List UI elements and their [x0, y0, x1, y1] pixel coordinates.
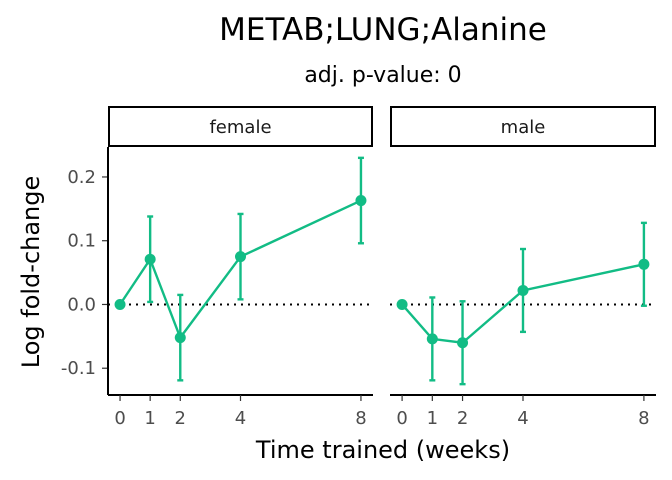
- y-tick-label: 0.1: [67, 231, 96, 252]
- x-tick-label: 2: [175, 408, 186, 429]
- x-tick-label: 0: [396, 408, 407, 429]
- data-point: [638, 258, 650, 270]
- y-tick-label: 0.2: [67, 167, 96, 188]
- data-point: [457, 337, 469, 349]
- facet-strip-label: female: [209, 117, 271, 138]
- data-point: [355, 195, 367, 207]
- y-tick-label: 0.0: [67, 294, 96, 315]
- facet-strip-label: male: [501, 117, 546, 138]
- data-point: [426, 333, 438, 345]
- x-tick-label: 0: [114, 408, 125, 429]
- facet-panel-male: male 0 1 2 4 8: [390, 106, 656, 429]
- facet-strip: [108, 106, 373, 147]
- data-point: [114, 298, 126, 310]
- x-tick-label: 8: [638, 408, 649, 429]
- x-tick-label: 1: [427, 408, 438, 429]
- data-point: [174, 332, 186, 344]
- facet-panel-female: female 0 1 2 4 8: [107, 106, 373, 429]
- data-point: [517, 284, 529, 296]
- data-point: [396, 298, 408, 310]
- y-axis-title: Log fold-change: [17, 176, 45, 369]
- x-tick-label: 4: [235, 408, 246, 429]
- x-axis-title: Time trained (weeks): [255, 436, 510, 464]
- x-tick-label: 4: [517, 408, 528, 429]
- chart-title: METAB;LUNG;Alanine: [219, 12, 547, 48]
- data-point: [144, 253, 156, 265]
- x-tick-label: 8: [355, 408, 366, 429]
- data-point: [235, 251, 246, 263]
- y-tick-label: -0.1: [61, 358, 96, 379]
- x-tick-label: 2: [457, 408, 468, 429]
- chart-subtitle: adj. p-value: 0: [304, 63, 461, 88]
- x-tick-label: 1: [144, 408, 155, 429]
- facet-strip: [390, 106, 656, 147]
